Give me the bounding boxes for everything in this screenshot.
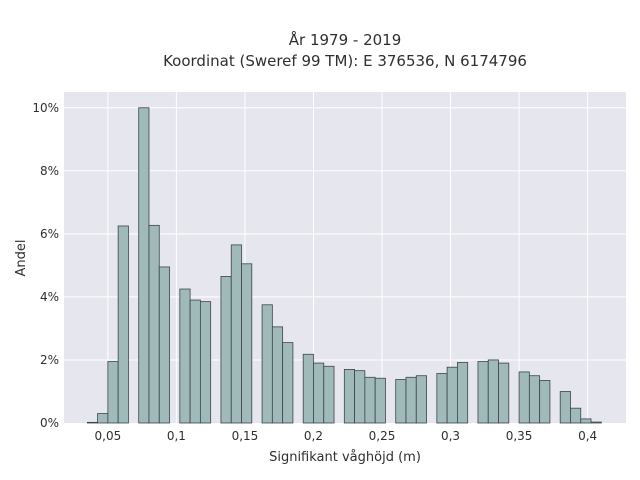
y-tick-label: 2% [40, 353, 59, 367]
histogram-bar [158, 266, 170, 424]
histogram-bar [261, 304, 273, 424]
chart-subtitle: Koordinat (Sweref 99 TM): E 376536, N 61… [163, 52, 527, 70]
histogram-bar [189, 299, 201, 424]
y-axis-label: Andel [14, 240, 29, 277]
x-axis-ticks: 0,05 0,1 0,15 0,2 0,25 0,3 0,35 0,4 [95, 429, 598, 443]
histogram-bar [302, 353, 314, 424]
x-tick-label: 0,1 [167, 429, 186, 443]
histogram-bar [374, 377, 386, 424]
histogram-bar [415, 375, 427, 424]
histogram-bar [446, 366, 458, 424]
x-tick-label: 0,15 [232, 429, 259, 443]
histogram-bar [477, 361, 489, 424]
histogram-bar [148, 224, 160, 424]
y-tick-label: 4% [40, 290, 59, 304]
y-tick-label: 6% [40, 227, 59, 241]
histogram-bar [590, 421, 602, 424]
y-axis-ticks: 0% 2% 4% 6% 8% 10% [32, 101, 59, 430]
histogram-bar [528, 375, 541, 424]
histogram-bar [179, 288, 191, 424]
histogram-bar [498, 362, 510, 424]
bars [86, 107, 602, 424]
x-tick-label: 0,4 [578, 429, 597, 443]
histogram-bar [230, 244, 242, 424]
histogram-bar [456, 362, 469, 424]
histogram-bar [241, 263, 253, 424]
histogram-bar [539, 380, 551, 424]
histogram-bar [313, 362, 325, 424]
histogram-bar [323, 365, 335, 424]
y-tick-label: 8% [40, 164, 59, 178]
histogram-bar [405, 376, 417, 424]
histogram-bar [199, 301, 212, 424]
histogram-bar [559, 391, 571, 424]
histogram-bar [436, 373, 448, 424]
x-tick-label: 0,35 [506, 429, 533, 443]
y-tick-label: 0% [40, 416, 59, 430]
histogram-bar [343, 369, 355, 424]
histogram-bar [86, 421, 98, 424]
y-tick-label: 10% [32, 101, 59, 115]
histogram-bar [518, 371, 530, 424]
x-tick-label: 0,05 [95, 429, 122, 443]
histogram-bar [107, 361, 119, 424]
histogram-bar [570, 407, 582, 424]
histogram-bar [395, 379, 407, 424]
histogram-bar [97, 413, 109, 424]
histogram-bar [271, 326, 284, 424]
histogram-bar [487, 359, 499, 424]
histogram-bar [364, 376, 376, 424]
histogram-bar [138, 107, 150, 424]
x-tick-label: 0,3 [441, 429, 460, 443]
chart-title: År 1979 - 2019 [289, 30, 402, 49]
x-tick-label: 0,25 [369, 429, 396, 443]
x-tick-label: 0,2 [304, 429, 323, 443]
histogram-bar [354, 370, 366, 424]
histogram-bar [580, 418, 592, 424]
histogram-bar [220, 276, 232, 424]
histogram-bar [282, 342, 294, 424]
x-axis-label: Signifikant våghöjd (m) [269, 450, 421, 465]
histogram-bar [117, 225, 129, 424]
